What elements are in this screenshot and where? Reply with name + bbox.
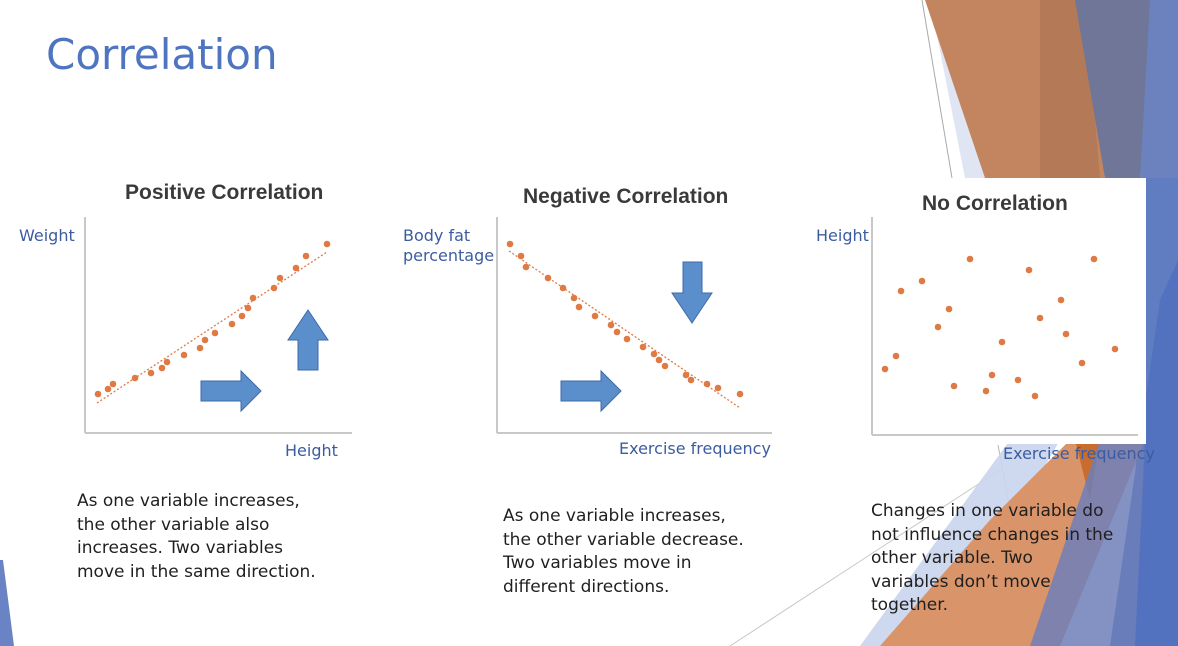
description-negative: As one variable increases, the other var… <box>503 506 744 597</box>
description-positive: As one variable increases, the other var… <box>77 491 316 582</box>
chart-title: Negative Correlation <box>523 185 729 208</box>
arrow-right-icon <box>560 369 622 413</box>
scatter-plot-negative <box>496 217 772 434</box>
chart-background <box>871 178 1146 444</box>
description-none: Changes in one variable do not influence… <box>871 501 1114 615</box>
data-points <box>94 240 331 398</box>
slide-title: Correlation <box>46 30 278 79</box>
scatter-plot-positive <box>84 217 352 434</box>
data-points <box>506 240 744 398</box>
arrow-up-icon <box>287 309 329 371</box>
x-axis-label: Exercise frequency <box>1003 444 1155 463</box>
y-axis-label-line1: Body fat <box>403 226 471 245</box>
y-axis-label: Height <box>816 226 869 245</box>
chart-title: No Correlation <box>922 192 1068 215</box>
scatter-plot-none <box>871 217 1138 436</box>
x-axis-label: Height <box>285 441 338 460</box>
x-axis-label: Exercise frequency <box>619 439 771 458</box>
trendline <box>508 250 741 409</box>
arrow-right-icon <box>200 369 262 413</box>
y-axis-label: Weight <box>19 226 75 245</box>
arrow-down-icon <box>671 261 713 324</box>
y-axis-label-line2: percentage <box>403 246 495 265</box>
data-points <box>881 255 1119 400</box>
trendline <box>96 251 328 404</box>
chart-title: Positive Correlation <box>125 181 324 204</box>
